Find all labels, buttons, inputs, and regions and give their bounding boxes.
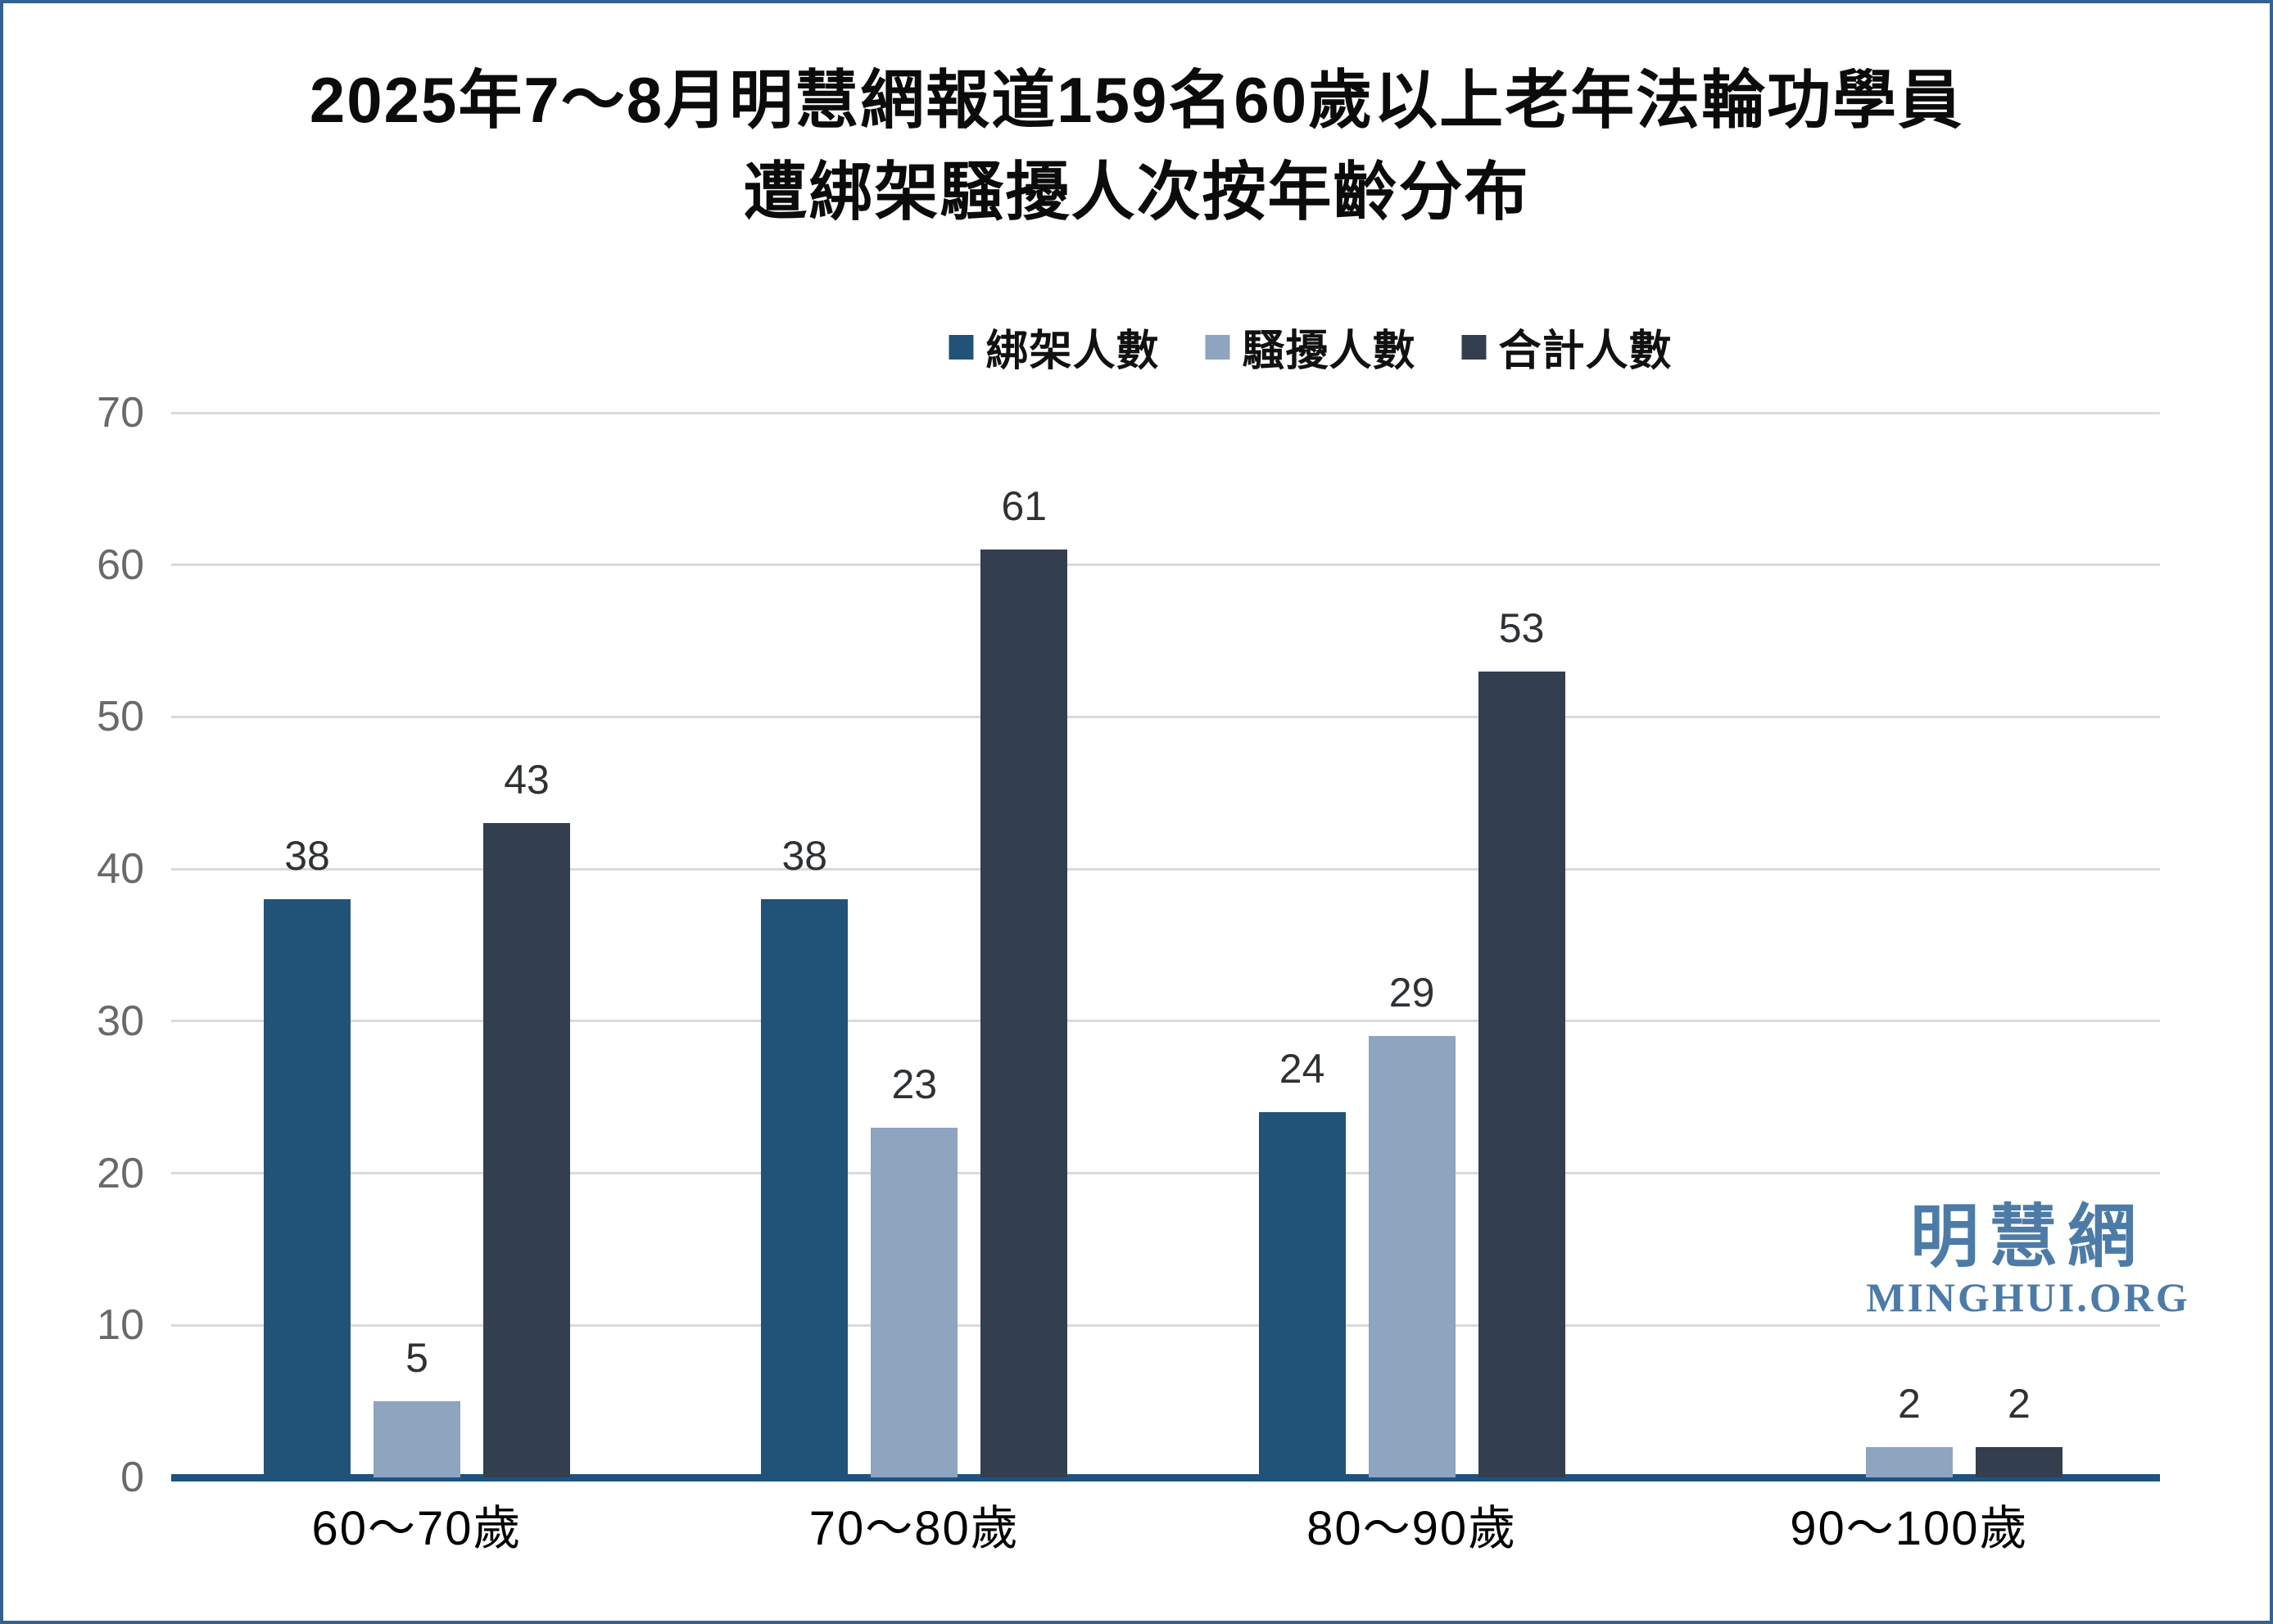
legend-label: 騷擾人數 [1242, 328, 1416, 375]
y-axis-label: 10 [97, 1301, 144, 1350]
y-axis-label: 50 [97, 693, 144, 741]
bar-綁架人數-60～70歲 [264, 899, 351, 1477]
gridline-y20 [171, 1172, 2160, 1175]
gridline-y40 [171, 867, 2160, 871]
bar-騷擾人數-80～90歲 [1368, 1036, 1456, 1477]
bar-value-label: 38 [781, 833, 828, 880]
legend-item-2: 合計人數 [1461, 316, 1673, 378]
legend-label: 合計人數 [1498, 328, 1673, 375]
gridline-y60 [171, 563, 2160, 567]
bar-騷擾人數-70～80歲 [871, 1127, 958, 1477]
y-axis-label: 20 [97, 1149, 144, 1197]
chart-title-line1: 2025年7～8月明慧網報道159名60歲以上老年法輪功學員 [309, 64, 1964, 136]
bar-合計人數-90～100歲 [1975, 1446, 2062, 1477]
bar-綁架人數-80～90歲 [1258, 1112, 1346, 1477]
gridline-y70 [171, 411, 2160, 414]
x-axis-line [171, 1474, 2160, 1482]
bar-value-label: 43 [504, 757, 550, 803]
bar-value-label: 2 [1897, 1380, 1921, 1427]
gridline-y30 [171, 1020, 2160, 1023]
bar-value-label: 61 [1001, 483, 1048, 530]
legend: 綁架人數 騷擾人數 合計人數 [949, 316, 1672, 378]
y-axis-label: 0 [120, 1454, 144, 1501]
bar-騷擾人數-60～70歲 [374, 1401, 460, 1477]
minghui-logo: 明慧網 MINGHUI.ORG [1866, 1197, 2190, 1319]
bar-value-label: 2 [2007, 1380, 2031, 1427]
bar-value-label: 29 [1388, 970, 1435, 1016]
chart-title-line2: 遭綁架騷擾人次按年齡分布 [743, 156, 1530, 228]
bar-value-label: 23 [891, 1061, 938, 1107]
bar-合計人數-70～80歲 [980, 550, 1068, 1477]
bar-綁架人數-70～80歲 [761, 899, 849, 1477]
x-axis-label: 60～70歲 [311, 1502, 523, 1555]
plot-area: 0 10 20 30 40 50 60 70 38 5 43 60～70歲 38 23 61 70～80歲 24… [3, 3, 2270, 1621]
bar-合計人數-60～70歲 [483, 823, 570, 1477]
y-axis-label: 70 [97, 389, 144, 437]
bar-value-label: 24 [1279, 1046, 1325, 1092]
legend-item-1: 騷擾人數 [1205, 316, 1415, 378]
legend-swatch-icon [1461, 334, 1487, 360]
bar-合計人數-80～90歲 [1478, 671, 1565, 1477]
legend-swatch-icon [1205, 334, 1230, 360]
chart-title: 2025年7～8月明慧網報道159名60歲以上老年法輪功學員 遭綁架騷擾人次按年… [3, 54, 2270, 237]
bar-value-label: 53 [1498, 604, 1545, 651]
y-axis-label: 40 [97, 845, 144, 893]
y-axis-label: 30 [97, 997, 144, 1045]
minghui-logo-cjk: 明慧網 [1909, 1198, 2146, 1275]
x-axis-label: 70～80歲 [808, 1502, 1020, 1555]
legend-label: 綁架人數 [985, 328, 1160, 375]
x-axis-label: 80～90歲 [1306, 1502, 1518, 1555]
legend-swatch-icon [949, 334, 974, 360]
bar-value-label: 38 [284, 833, 330, 880]
bar-value-label: 5 [405, 1335, 428, 1382]
x-axis-label: 90～100歲 [1790, 1502, 2029, 1555]
gridline-y50 [171, 715, 2160, 718]
minghui-logo-latin: MINGHUI.ORG [1866, 1274, 2190, 1320]
bar-騷擾人數-90～100歲 [1865, 1446, 1953, 1477]
gridline-y10 [171, 1323, 2160, 1327]
legend-item-0: 綁架人數 [949, 316, 1159, 378]
y-axis-label: 60 [97, 541, 144, 589]
